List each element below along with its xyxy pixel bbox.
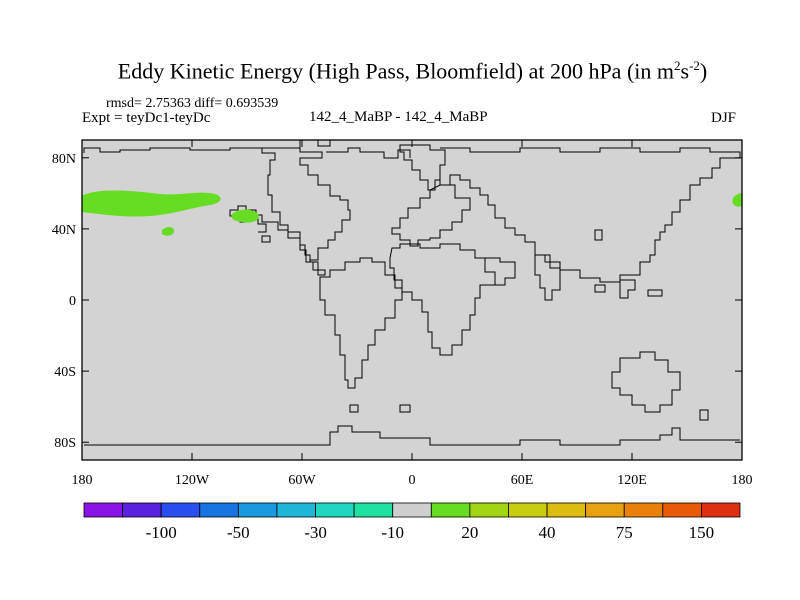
colorbar-swatch xyxy=(585,502,625,518)
colorbar-label: -30 xyxy=(304,523,327,542)
lon-tick-label: 120E xyxy=(617,473,647,488)
colorbar-swatch xyxy=(508,502,548,518)
coastline-australia xyxy=(611,351,681,413)
lon-tick-label: 60E xyxy=(511,473,534,488)
lon-tick-label: 180 xyxy=(72,473,93,488)
colorbar-label: 20 xyxy=(461,523,478,542)
anomaly-patches xyxy=(82,190,742,236)
anomaly-patch-small xyxy=(162,227,174,236)
colorbar-swatch xyxy=(276,502,316,518)
colorbar-swatch xyxy=(122,502,162,518)
colorbar: -100 -50 -30 -10 20 40 75 150 xyxy=(83,502,741,542)
lat-tick-label: 80S xyxy=(54,436,76,451)
lon-tick-label: 60W xyxy=(288,473,316,488)
lat-tick-label: 80N xyxy=(52,152,76,167)
lon-tick-label: 0 xyxy=(409,473,416,488)
colorbar-swatch xyxy=(701,502,741,518)
anomaly-patch-gulf xyxy=(231,209,259,223)
lat-tick-label: 40N xyxy=(52,223,76,238)
colorbar-swatch xyxy=(199,502,239,518)
anomaly-patch-north-pacific xyxy=(82,190,221,217)
coastline-antarctica xyxy=(84,425,740,446)
colorbar-label: -10 xyxy=(381,523,404,542)
colorbar-swatch xyxy=(430,502,471,518)
colorbar-swatch xyxy=(160,502,201,518)
coastline-eurasia xyxy=(439,147,741,283)
coastline-greenland xyxy=(399,144,446,191)
rmsd-diff-stats: rmsd= 2.75363 diff= 0.693539 xyxy=(106,96,279,111)
colorbar-label: 40 xyxy=(539,523,556,542)
coastline-north-america-east xyxy=(262,147,351,261)
colorbar-label: -100 xyxy=(146,523,177,542)
lat-tick-label: 0 xyxy=(69,294,76,309)
coastline-arabia xyxy=(485,257,516,286)
colorbar-swatch xyxy=(353,502,394,518)
coastline-south-america xyxy=(319,257,403,389)
coastline-north-america xyxy=(83,147,326,276)
colorbar-swatch xyxy=(662,502,702,518)
lat-tick-label: 40S xyxy=(54,365,76,380)
longitude-axis: 180 120W 60W 0 60E 120E 180 xyxy=(72,140,753,488)
coastline-africa xyxy=(389,243,496,356)
coastline-europe xyxy=(391,184,471,247)
latitude-axis: 80N 40N 0 40S 80S xyxy=(52,152,742,451)
coastline-hudson xyxy=(299,140,411,159)
coastline-indonesia xyxy=(594,279,663,299)
colorbar-swatch xyxy=(237,502,278,518)
colorbar-swatch xyxy=(623,502,664,518)
lon-tick-label: 120W xyxy=(175,473,210,488)
colorbar-swatch xyxy=(546,502,587,518)
colorbar-swatch xyxy=(392,502,432,518)
coastline-india xyxy=(534,254,561,301)
season-label: DJF xyxy=(711,110,737,126)
experiment-label: Expt = teyDc1-teyDc xyxy=(82,110,211,126)
colorbar-swatch xyxy=(469,502,509,518)
colorbar-label: 75 xyxy=(616,523,633,542)
coastlines xyxy=(83,140,741,446)
coastline-islands xyxy=(261,229,603,413)
plot-title: Eddy Kinetic Energy (High Pass, Bloomfie… xyxy=(117,58,708,84)
case-label: 142_4_MaBP - 142_4_MaBP xyxy=(309,109,488,125)
colorbar-swatch xyxy=(83,502,123,518)
anomaly-patch-dateline-east xyxy=(732,193,742,207)
colorbar-swatch xyxy=(315,502,355,518)
colorbar-label: -50 xyxy=(227,523,250,542)
colorbar-label: 150 xyxy=(689,523,715,542)
coastline-new-zealand xyxy=(699,409,709,421)
lon-tick-label: 180 xyxy=(732,473,753,488)
